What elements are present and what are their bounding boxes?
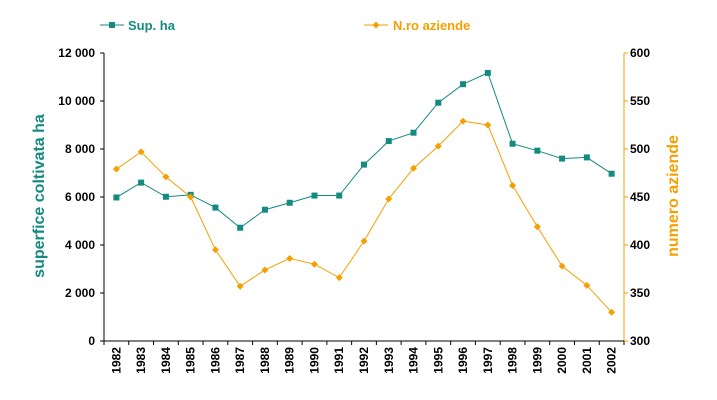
right-tick-label: 400: [630, 238, 650, 252]
data-point-sup-ha: [286, 199, 293, 206]
right-tick-label: 500: [630, 142, 650, 156]
data-point-n-ro-aziende: [211, 246, 219, 254]
right-tick-label: 300: [630, 334, 650, 348]
x-tick-label: 1994: [407, 347, 421, 374]
data-point-n-ro-aziende: [137, 148, 145, 156]
right-axis-title: numero aziende: [665, 135, 682, 257]
series-sup-ha: [113, 69, 615, 231]
right-tick-label: 600: [630, 46, 650, 60]
right-axis-ticks: 300 350 400 450 500 550 600: [624, 46, 650, 348]
data-point-n-ro-aziende: [484, 121, 492, 129]
left-tick-label: 2 000: [65, 286, 95, 300]
legend-n-ro-aziende-marker: [372, 21, 380, 29]
left-tick-label: 12 000: [58, 46, 95, 60]
x-tick-label: 2000: [555, 347, 569, 374]
x-tick-label: 1995: [431, 347, 445, 374]
x-tick-label: 1998: [506, 347, 520, 374]
right-tick-label: 550: [630, 94, 650, 108]
data-point-sup-ha: [534, 147, 541, 154]
x-tick-label: 1990: [307, 347, 321, 374]
data-point-n-ro-aziende: [236, 282, 244, 290]
x-tick-label: 1986: [208, 347, 222, 374]
x-tick-label: 1983: [134, 347, 148, 374]
x-tick-label: 1982: [109, 347, 123, 374]
data-point-sup-ha: [435, 99, 442, 106]
x-tick-label: 1993: [382, 347, 396, 374]
data-point-sup-ha: [509, 140, 516, 147]
data-point-sup-ha: [608, 170, 615, 177]
axes: [103, 53, 625, 342]
series-n-ro-aziende: [112, 117, 616, 316]
series-layer: [112, 69, 616, 316]
data-point-n-ro-aziende: [112, 165, 120, 173]
left-tick-label: 4 000: [65, 238, 95, 252]
data-point-sup-ha: [385, 138, 392, 145]
x-tick-label: 2001: [580, 347, 594, 374]
data-point-sup-ha: [361, 161, 367, 168]
data-point-n-ro-aziende: [261, 266, 269, 274]
data-point-n-ro-aziende: [533, 223, 541, 231]
data-point-sup-ha: [113, 194, 120, 201]
x-tick-label: 1991: [332, 347, 346, 374]
data-point-n-ro-aziende: [360, 237, 368, 245]
data-point-sup-ha: [311, 192, 318, 199]
left-tick-label: 0: [88, 334, 95, 348]
legend-sup-ha-label: Sup. ha: [128, 18, 176, 33]
data-point-sup-ha: [336, 192, 343, 199]
x-tick-label: 1989: [283, 347, 297, 374]
data-point-sup-ha: [410, 129, 417, 136]
left-tick-label: 8 000: [65, 142, 95, 156]
legend: Sup. ha N.ro aziende: [100, 18, 470, 33]
data-point-n-ro-aziende: [410, 164, 418, 172]
data-point-n-ro-aziende: [335, 274, 343, 282]
left-axis-ticks: 0 2 000 4 000 6 000 8 000 10 000 12 000: [58, 46, 104, 348]
data-point-sup-ha: [261, 206, 268, 213]
data-point-sup-ha: [162, 193, 169, 200]
x-tick-label: 1987: [233, 347, 247, 374]
left-tick-label: 6 000: [65, 190, 95, 204]
data-point-n-ro-aziende: [509, 181, 517, 189]
x-tick-label: 1996: [456, 347, 470, 374]
data-point-sup-ha: [583, 154, 590, 161]
x-tick-label: 2002: [605, 347, 619, 374]
data-point-sup-ha: [484, 69, 491, 76]
data-point-sup-ha: [212, 204, 219, 211]
data-point-n-ro-aziende: [385, 195, 393, 203]
x-tick-label: 1988: [258, 347, 272, 374]
data-point-n-ro-aziende: [608, 308, 616, 316]
data-point-n-ro-aziende: [187, 193, 195, 201]
x-tick-label: 1984: [159, 347, 173, 374]
data-point-sup-ha: [559, 155, 566, 162]
legend-n-ro-aziende-label: N.ro aziende: [393, 18, 470, 33]
data-point-n-ro-aziende: [459, 117, 467, 125]
data-point-sup-ha: [460, 81, 467, 88]
right-tick-label: 350: [630, 286, 650, 300]
data-point-n-ro-aziende: [162, 173, 170, 181]
data-point-n-ro-aziende: [434, 142, 442, 150]
x-tick-label: 1992: [357, 347, 371, 374]
left-tick-label: 10 000: [58, 94, 95, 108]
x-tick-label: 1985: [184, 347, 198, 374]
data-point-n-ro-aziende: [583, 281, 591, 289]
data-point-n-ro-aziende: [286, 254, 294, 262]
data-point-n-ro-aziende: [558, 262, 566, 270]
x-tick-label: 1997: [481, 347, 495, 374]
data-point-sup-ha: [138, 179, 145, 186]
left-axis-title: superfice coltivata ha: [31, 114, 48, 278]
data-point-sup-ha: [237, 224, 244, 231]
x-axis-ticks: 1982 1983 1984 1985 1986 1987 1988 1989 1990 1991…: [103, 341, 625, 374]
legend-sup-ha-marker: [109, 22, 115, 28]
data-point-n-ro-aziende: [310, 260, 318, 268]
right-tick-label: 450: [630, 190, 650, 204]
x-tick-label: 1999: [530, 347, 544, 374]
